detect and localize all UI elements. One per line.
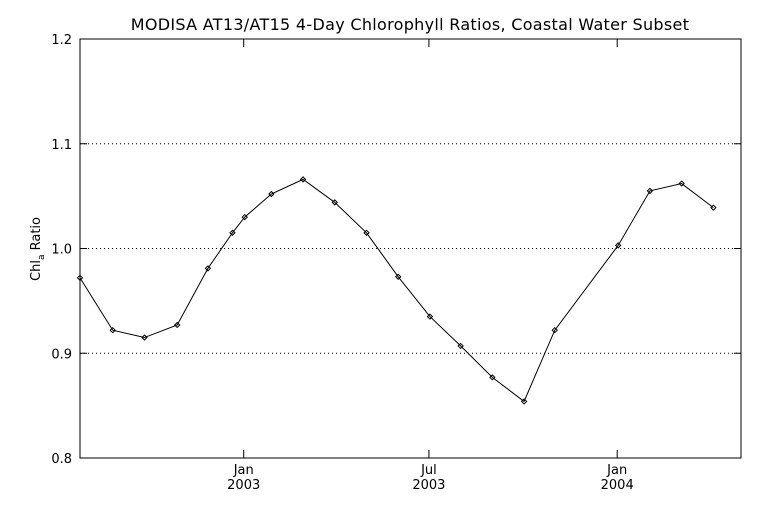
y-tick-label: 1.1 <box>51 138 72 153</box>
x-tick-label-month: Jan <box>233 463 254 478</box>
data-point <box>678 180 685 187</box>
data-point <box>426 313 434 320</box>
x-tick-label-year: 2004 <box>601 478 634 493</box>
x-tick-label-year: 2003 <box>227 478 260 493</box>
data-point <box>331 199 338 206</box>
chart-title: MODISA AT13/AT15 4-Day Chlorophyll Ratio… <box>131 15 690 34</box>
data-point <box>520 398 528 405</box>
series-group <box>76 176 717 405</box>
data-point <box>299 176 307 183</box>
y-axis-label-subscript: a <box>37 255 47 261</box>
data-point <box>76 274 84 282</box>
data-point <box>204 265 212 272</box>
data-point <box>710 204 717 211</box>
data-point <box>268 190 275 198</box>
y-tick-label: 0.8 <box>51 452 72 467</box>
y-tick-label: 0.9 <box>51 347 72 362</box>
data-point <box>551 326 558 334</box>
data-point <box>109 326 116 334</box>
data-point <box>229 229 236 236</box>
plot-frame <box>79 38 742 459</box>
data-point <box>395 273 402 280</box>
data-point <box>173 321 181 329</box>
y-axis-label-rest: Ratio <box>29 217 44 255</box>
data-point <box>141 334 148 341</box>
data-point <box>457 342 464 350</box>
y-tick-label: 1.2 <box>51 33 72 48</box>
x-tick-label-month: Jul <box>420 463 437 478</box>
y-tick-label: 1.0 <box>51 243 72 258</box>
y-axis: 0.8 0.9 1.0 1.1 1.2 <box>51 33 741 467</box>
x-tick-label-month: Jan <box>606 463 627 478</box>
data-point <box>646 187 654 195</box>
data-point <box>241 213 248 221</box>
y-axis-label-main: Chl <box>29 260 44 281</box>
data-point <box>363 229 370 236</box>
y-axis-label: Chla Ratio <box>29 217 47 281</box>
x-tick-label-year: 2003 <box>412 478 445 493</box>
data-point <box>615 242 622 249</box>
data-point <box>489 374 496 381</box>
series-line <box>79 178 714 403</box>
